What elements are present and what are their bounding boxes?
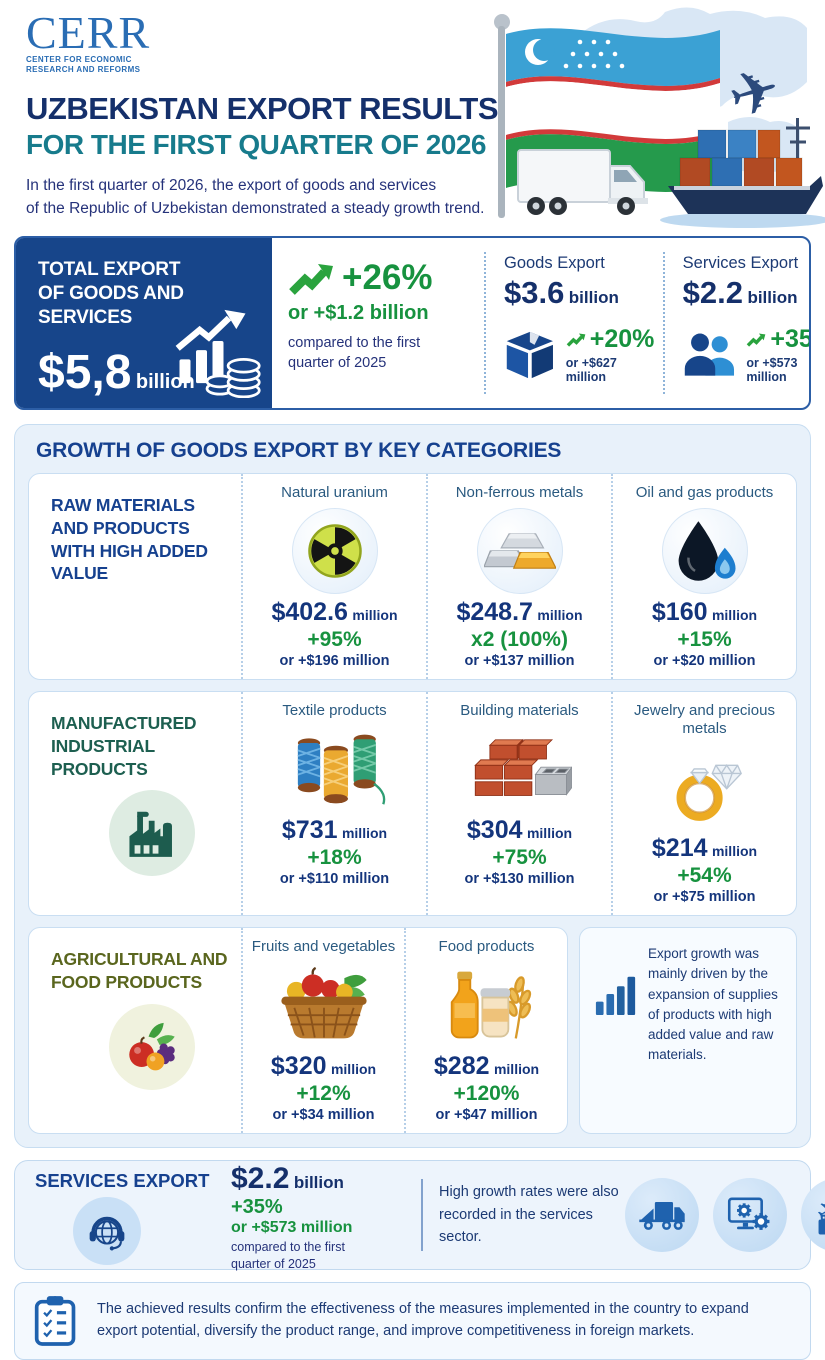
divider	[662, 252, 665, 394]
fruit-basket-icon	[280, 967, 367, 1039]
item-textile: Textile products	[241, 692, 426, 915]
goods-export-label: Goods Export	[504, 254, 605, 272]
category-row-manufactured: MANUFACTURED INDUSTRIAL PRODUCTS	[28, 691, 797, 916]
categories-title: GROWTH OF GOODS EXPORT BY KEY CATEGORIES	[36, 439, 562, 462]
total-growth-note: compared to the first quarter of 2025	[288, 335, 421, 372]
ring-diamond-icon	[676, 764, 742, 821]
services-section-amount: or +$573 million	[231, 1219, 353, 1237]
header: CERR CENTER FOR ECONOMIC RESEARCH AND RE…	[0, 0, 825, 232]
uzbekistan-flag-icon	[506, 28, 720, 192]
category-label: MANUFACTURED INDUSTRIAL PRODUCTS	[29, 692, 241, 915]
total-growth-percent: +26%	[342, 258, 433, 297]
highlight-note-card: Export growth was mainly driven by the e…	[579, 927, 797, 1134]
goods-growth-amount: or +$627 million	[565, 356, 617, 384]
food-products-icon	[450, 971, 531, 1039]
services-section-note: compared to the first quarter of 2025	[231, 1240, 345, 1271]
divider	[484, 252, 486, 394]
bricks-icon	[473, 738, 572, 796]
flagpole-top	[494, 14, 510, 30]
delivery-truck-icon	[639, 1202, 685, 1230]
truck-illustration-icon	[517, 149, 648, 215]
footer-text: The achieved results confirm the effecti…	[97, 1301, 749, 1339]
divider	[421, 1179, 423, 1251]
item-food-products: Food products	[404, 928, 567, 1133]
ship-icon	[660, 118, 825, 228]
radiation-icon	[307, 524, 362, 578]
item-building-materials: Building materials	[426, 692, 611, 915]
checklist-clipboard-icon	[34, 1296, 76, 1346]
services-section-value: $2.2	[231, 1162, 290, 1196]
summary-banner: TOTAL EXPORT OF GOODS AND SERVICES $5,8 …	[14, 236, 811, 410]
item-oil-gas: Oil and gas products $160 million +15% o…	[611, 474, 796, 679]
total-export-label: TOTAL EXPORT OF GOODS AND SERVICES	[38, 259, 184, 328]
services-growth-amount: or +$573 million	[746, 356, 798, 384]
people-icon	[684, 333, 734, 376]
thread-spools-icon	[297, 734, 385, 805]
page-title: UZBEKISTAN EXPORT RESULTS	[26, 91, 499, 127]
intro-text: In the first quarter of 2026, the export…	[26, 177, 485, 217]
growth-arrow-icon	[566, 331, 586, 348]
bar-chart-icon	[595, 976, 636, 1015]
services-section-percent: +35%	[231, 1196, 283, 1219]
globe-headset-icon	[89, 1216, 125, 1251]
item-fruits-vegetables: Fruits and vegetables	[241, 928, 404, 1133]
highlight-note-text: Export growth was mainly driven by the e…	[648, 946, 778, 1063]
goods-export-value: $3.6	[504, 275, 565, 310]
services-export-value: $2.2	[682, 275, 743, 310]
chart-coins-icon	[175, 309, 261, 398]
flagpole	[498, 26, 505, 218]
categories-section: GROWTH OF GOODS EXPORT BY KEY CATEGORIES…	[14, 424, 811, 1148]
logo-wordmark: CERR	[26, 7, 151, 58]
total-growth-amount: or +$1.2 billion	[288, 302, 429, 324]
services-section: SERVICES EXPORT $2.2 billion +35% or +$5…	[14, 1158, 825, 1272]
category-label: AGRICULTURAL AND FOOD PRODUCTS	[29, 928, 241, 1133]
total-growth-block: +26% or +$1.2 billion compared to the fi…	[272, 238, 484, 408]
services-title-block: SERVICES EXPORT	[35, 1161, 231, 1265]
footer-note: The achieved results confirm the effecti…	[14, 1282, 811, 1360]
svg-text:✈: ✈	[814, 1193, 825, 1231]
services-icons: ✈	[625, 1178, 825, 1252]
category-label: RAW MATERIALS AND PRODUCTS WITH HIGH ADD…	[51, 495, 208, 584]
logo-tagline: CENTER FOR ECONOMIC RESEARCH AND REFORMS	[26, 55, 141, 75]
services-export-label: Services Export	[682, 254, 799, 272]
services-export-block: Services Export $2.2 billion +35% or +$5…	[665, 238, 809, 408]
factory-icon	[129, 811, 172, 858]
total-export-block: TOTAL EXPORT OF GOODS AND SERVICES $5,8 …	[16, 238, 272, 408]
plane-luggage-icon: ✈	[814, 1193, 825, 1235]
page-subtitle: FOR THE FIRST QUARTER OF 2026	[26, 129, 487, 161]
goods-growth-percent: +20%	[589, 325, 655, 353]
goods-export-block: Goods Export $3.6 billion +20% or +$627 …	[486, 238, 663, 408]
fruits-icon	[129, 1022, 175, 1070]
item-non-ferrous-metals: Non-ferrous metals $248.7 million x2 (10…	[426, 474, 611, 679]
growth-arrow-icon	[288, 258, 334, 298]
item-jewelry: Jewelry and precious metals $214 million…	[611, 692, 796, 915]
monitor-gears-icon	[727, 1197, 770, 1230]
services-title: SERVICES EXPORT	[35, 1170, 210, 1191]
category-row-agricultural: AGRICULTURAL AND FOOD PRODUCTS	[28, 927, 568, 1134]
cerr-logo: CERR CENTER FOR ECONOMIC RESEARCH AND RE…	[26, 7, 825, 75]
category-row-raw-materials: RAW MATERIALS AND PRODUCTS WITH HIGH ADD…	[28, 473, 797, 680]
hero-illustration: ✈	[494, 7, 825, 228]
box-icon	[506, 331, 553, 378]
services-text: High growth rates were also recorded in …	[439, 1184, 619, 1246]
category-row-agricultural-wrap: AGRICULTURAL AND FOOD PRODUCTS	[28, 927, 797, 1134]
item-natural-uranium: Natural uranium $402.6 million +95% or +…	[241, 474, 426, 679]
services-growth-percent: +35%	[770, 325, 809, 353]
growth-arrow-icon	[746, 331, 766, 348]
metal-ingots-icon	[483, 533, 556, 569]
oil-drop-icon	[678, 521, 736, 581]
services-stats: $2.2 billion +35% or +$573 million compa…	[231, 1158, 419, 1272]
